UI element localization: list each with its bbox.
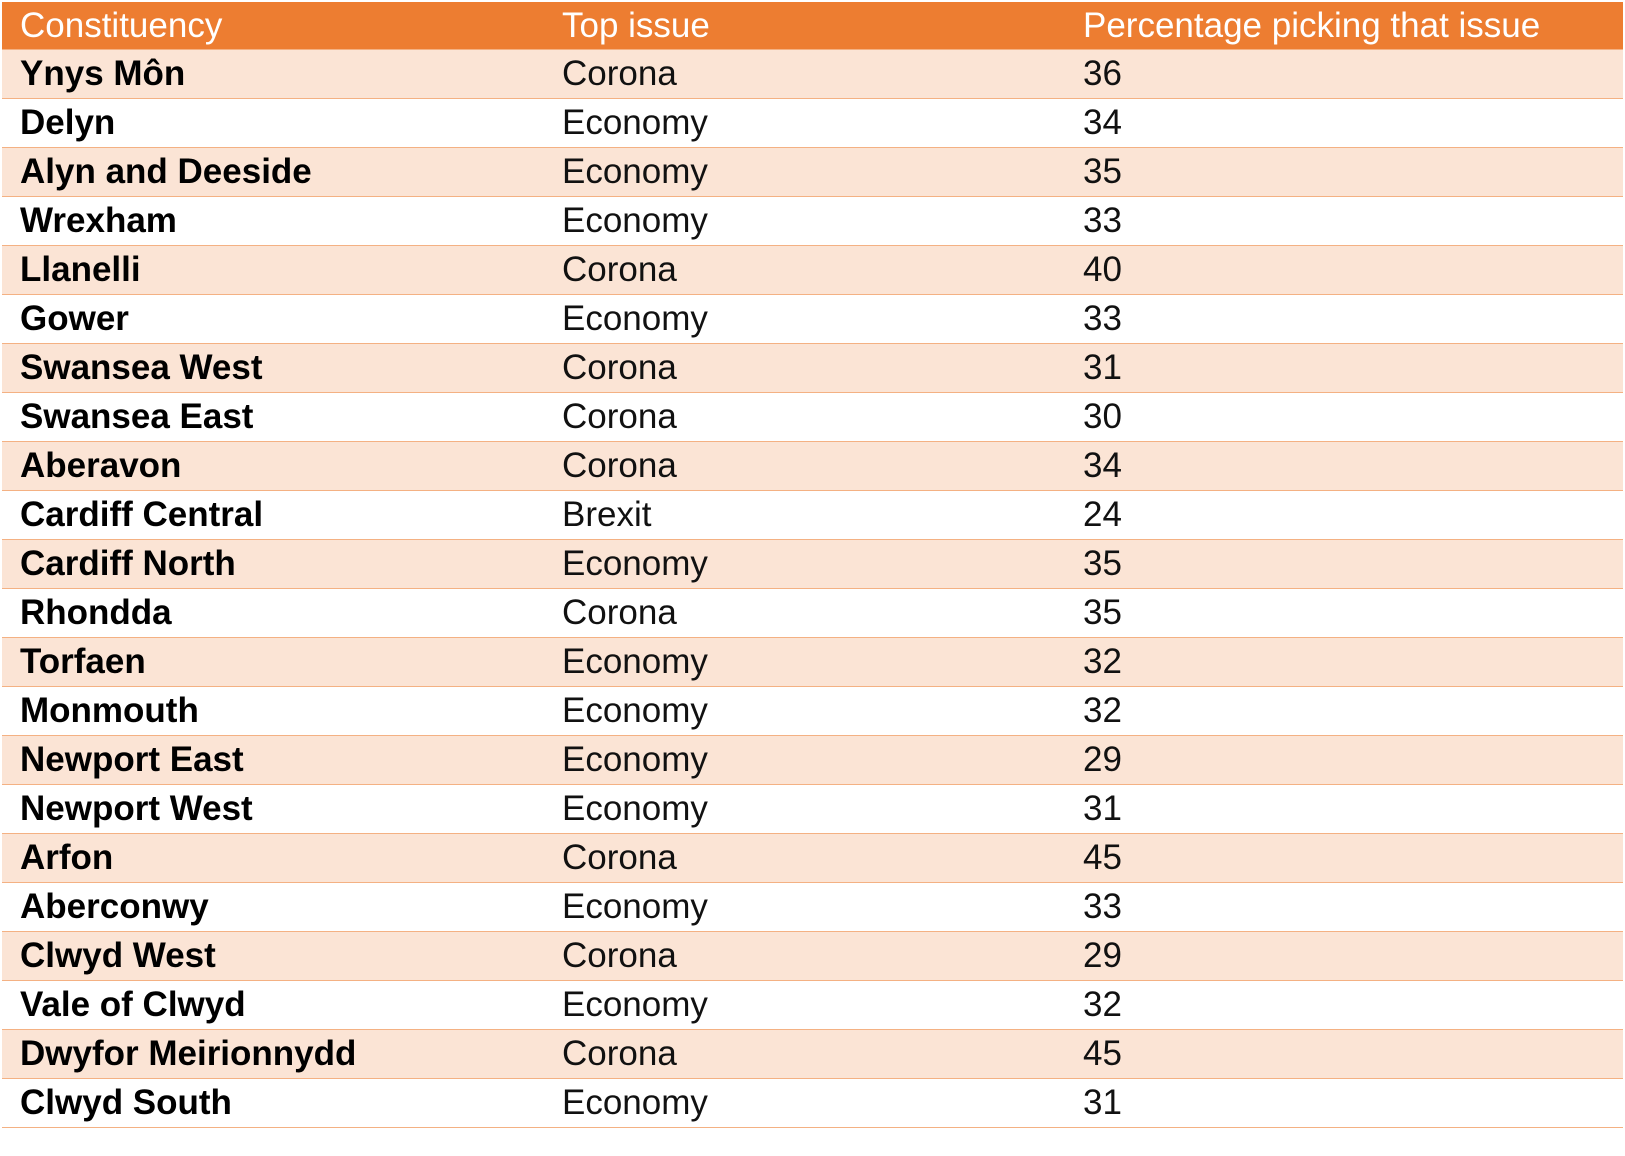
top-issue-cell: Economy xyxy=(562,152,708,191)
top-issue-cell: Economy xyxy=(562,789,708,828)
table-row: Gower Economy 33 xyxy=(2,294,1623,344)
table-row: Dwyfor Meirionnydd Corona 45 xyxy=(2,1029,1623,1079)
top-issue-cell: Corona xyxy=(562,1034,677,1073)
percentage-cell: 36 xyxy=(1083,54,1122,93)
constituency-cell: Alyn and Deeside xyxy=(20,152,312,191)
constituency-cell: Aberavon xyxy=(20,446,182,485)
table-row: Clwyd South Economy 31 xyxy=(2,1078,1623,1128)
constituency-cell: Torfaen xyxy=(20,642,146,681)
percentage-cell: 32 xyxy=(1083,642,1122,681)
constituency-cell: Clwyd West xyxy=(20,936,216,975)
percentage-cell: 33 xyxy=(1083,299,1122,338)
table-row: Clwyd West Corona 29 xyxy=(2,931,1623,981)
table-row: Ynys Môn Corona 36 xyxy=(2,49,1623,99)
percentage-cell: 35 xyxy=(1083,152,1122,191)
top-issue-cell: Corona xyxy=(562,250,677,289)
top-issue-cell: Economy xyxy=(562,544,708,583)
top-issue-cell: Economy xyxy=(562,985,708,1024)
constituency-cell: Delyn xyxy=(20,103,116,142)
percentage-cell: 45 xyxy=(1083,1034,1122,1073)
table-row: Delyn Economy 34 xyxy=(2,98,1623,148)
constituency-cell: Cardiff North xyxy=(20,544,236,583)
table-row: Swansea West Corona 31 xyxy=(2,343,1623,393)
constituency-cell: Ynys Môn xyxy=(20,54,186,93)
constituency-cell: Newport East xyxy=(20,740,244,779)
percentage-cell: 30 xyxy=(1083,397,1122,436)
constituency-cell: Llanelli xyxy=(20,250,141,289)
percentage-cell: 45 xyxy=(1083,838,1122,877)
table-row: Monmouth Economy 32 xyxy=(2,686,1623,736)
percentage-cell: 40 xyxy=(1083,250,1122,289)
percentage-cell: 31 xyxy=(1083,789,1122,828)
top-issue-cell: Corona xyxy=(562,838,677,877)
table-row: Torfaen Economy 32 xyxy=(2,637,1623,687)
top-issue-cell: Economy xyxy=(562,201,708,240)
table-row: Newport East Economy 29 xyxy=(2,735,1623,785)
table-row: Vale of Clwyd Economy 32 xyxy=(2,980,1623,1030)
constituency-cell: Aberconwy xyxy=(20,887,209,926)
percentage-cell: 33 xyxy=(1083,887,1122,926)
top-issue-cell: Corona xyxy=(562,54,677,93)
top-issue-cell: Economy xyxy=(562,299,708,338)
top-issue-cell: Corona xyxy=(562,446,677,485)
table-row: Wrexham Economy 33 xyxy=(2,196,1623,246)
constituency-issue-table: Constituency Top issue Percentage pickin… xyxy=(2,2,1623,1128)
header-top-issue: Top issue xyxy=(562,6,710,45)
table-header: Constituency Top issue Percentage pickin… xyxy=(2,2,1623,50)
percentage-cell: 31 xyxy=(1083,348,1122,387)
table-row: Rhondda Corona 35 xyxy=(2,588,1623,638)
top-issue-cell: Economy xyxy=(562,691,708,730)
table-row: Aberconwy Economy 33 xyxy=(2,882,1623,932)
table-row: Newport West Economy 31 xyxy=(2,784,1623,834)
top-issue-cell: Brexit xyxy=(562,495,652,534)
table-body: Ynys Môn Corona 36 Delyn Economy 34 Alyn and D… xyxy=(2,49,1623,1128)
top-issue-cell: Economy xyxy=(562,740,708,779)
constituency-cell: Rhondda xyxy=(20,593,172,632)
constituency-cell: Monmouth xyxy=(20,691,199,730)
constituency-cell: Swansea East xyxy=(20,397,254,436)
constituency-cell: Clwyd South xyxy=(20,1083,232,1122)
top-issue-cell: Corona xyxy=(562,593,677,632)
header-row: Constituency Top issue Percentage pickin… xyxy=(2,2,1623,50)
percentage-cell: 34 xyxy=(1083,103,1122,142)
top-issue-cell: Economy xyxy=(562,1083,708,1122)
percentage-cell: 31 xyxy=(1083,1083,1122,1122)
percentage-cell: 32 xyxy=(1083,985,1122,1024)
constituency-cell: Swansea West xyxy=(20,348,263,387)
table-row: Alyn and Deeside Economy 35 xyxy=(2,147,1623,197)
constituency-cell: Gower xyxy=(20,299,129,338)
table-row: Swansea East Corona 30 xyxy=(2,392,1623,442)
constituency-cell: Cardiff Central xyxy=(20,495,264,534)
percentage-cell: 35 xyxy=(1083,593,1122,632)
percentage-cell: 35 xyxy=(1083,544,1122,583)
top-issue-cell: Corona xyxy=(562,348,677,387)
percentage-cell: 34 xyxy=(1083,446,1122,485)
constituency-cell: Newport West xyxy=(20,789,253,828)
data-table-container: Constituency Top issue Percentage pickin… xyxy=(2,2,1623,1128)
constituency-cell: Arfon xyxy=(20,838,114,877)
percentage-cell: 33 xyxy=(1083,201,1122,240)
table-row: Cardiff North Economy 35 xyxy=(2,539,1623,589)
top-issue-cell: Economy xyxy=(562,642,708,681)
percentage-cell: 32 xyxy=(1083,691,1122,730)
top-issue-cell: Corona xyxy=(562,397,677,436)
table-row: Cardiff Central Brexit 24 xyxy=(2,490,1623,540)
constituency-cell: Vale of Clwyd xyxy=(20,985,246,1024)
percentage-cell: 24 xyxy=(1083,495,1122,534)
header-constituency: Constituency xyxy=(20,6,223,45)
constituency-cell: Dwyfor Meirionnydd xyxy=(20,1034,357,1073)
table-row: Llanelli Corona 40 xyxy=(2,245,1623,295)
percentage-cell: 29 xyxy=(1083,936,1122,975)
constituency-cell: Wrexham xyxy=(20,201,177,240)
table-row: Aberavon Corona 34 xyxy=(2,441,1623,491)
top-issue-cell: Corona xyxy=(562,936,677,975)
table-row: Arfon Corona 45 xyxy=(2,833,1623,883)
top-issue-cell: Economy xyxy=(562,103,708,142)
header-percentage: Percentage picking that issue xyxy=(1083,6,1541,45)
percentage-cell: 29 xyxy=(1083,740,1122,779)
top-issue-cell: Economy xyxy=(562,887,708,926)
